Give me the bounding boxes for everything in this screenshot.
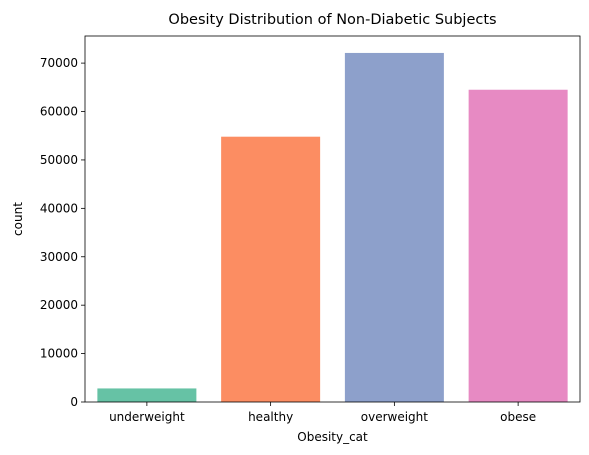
bars-group <box>97 52 568 403</box>
y-tick-label: 70000 <box>40 56 78 70</box>
y-tick-label: 0 <box>70 395 78 409</box>
x-tick-label: underweight <box>109 410 185 424</box>
x-tick-label: overweight <box>361 410 429 424</box>
y-axis-ticks: 0 10000 20000 30000 40000 50000 60000 70000 <box>40 56 85 409</box>
x-tick-label: obese <box>500 410 536 424</box>
y-tick-label: 30000 <box>40 250 78 264</box>
bar-underweight <box>97 388 197 402</box>
bar-overweight <box>344 52 444 402</box>
y-tick-label: 50000 <box>40 153 78 167</box>
x-tick-label: healthy <box>248 410 293 424</box>
bar-healthy <box>221 136 321 402</box>
x-axis-title: Obesity_cat <box>297 430 368 444</box>
x-axis-ticks: underweight healthy overweight obese <box>109 402 536 424</box>
y-axis-title: count <box>11 202 25 236</box>
y-tick-label: 60000 <box>40 105 78 119</box>
bar-obese <box>468 89 568 403</box>
chart-title: Obesity Distribution of Non-Diabetic Sub… <box>168 12 496 28</box>
y-tick-label: 40000 <box>40 201 78 215</box>
y-tick-label: 20000 <box>40 298 78 312</box>
plot-area-frame <box>84 35 581 403</box>
y-tick-label: 10000 <box>40 347 78 361</box>
